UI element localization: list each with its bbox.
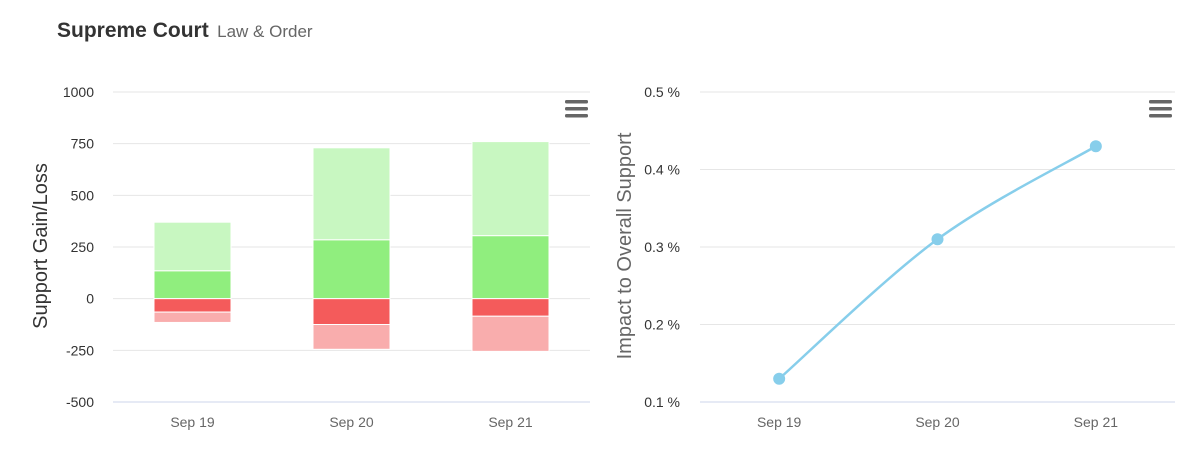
- line-x-tick-label: Sep 19: [757, 414, 802, 430]
- impact-series-line: [778, 145, 1097, 380]
- line-data-point[interactable]: [773, 372, 786, 385]
- line-y-tick-label: 0.4 %: [644, 162, 680, 178]
- line-y-axis-label: Impact to Overall Support: [614, 132, 636, 359]
- bar-segment[interactable]: [153, 298, 232, 313]
- line-y-tick-label: 0.1 %: [644, 394, 680, 410]
- line-y-tick-label: 0.2 %: [644, 317, 680, 333]
- bar-x-tick-label: Sep 19: [170, 414, 215, 430]
- bar-y-tick-label: 1000: [63, 84, 94, 100]
- line-data-point[interactable]: [1089, 140, 1102, 153]
- bar-y-axis-label: Support Gain/Loss: [30, 163, 52, 329]
- bar-y-tick-label: 500: [71, 187, 95, 203]
- line-x-tick-label: Sep 21: [1074, 414, 1119, 430]
- support-bar-chart: -500 -250 0 250 500 750 1000 Sep 19 Sep 20 Sep 2…: [30, 84, 590, 430]
- bar-segment[interactable]: [153, 221, 232, 272]
- bar-segment[interactable]: [153, 270, 232, 300]
- bar-y-tick-label: 250: [71, 239, 95, 255]
- line-chart-menu-icon[interactable]: [1149, 100, 1172, 118]
- bar-segment[interactable]: [471, 315, 550, 352]
- bar-segment[interactable]: [471, 298, 550, 317]
- impact-line-chart: 0.1 % 0.2 % 0.3 % 0.4 % 0.5 % Sep 19 Sep 20 Se…: [614, 84, 1175, 430]
- bar-y-tick-label: 0: [86, 291, 94, 307]
- bar-segment[interactable]: [471, 235, 550, 300]
- bar-segment[interactable]: [153, 311, 232, 323]
- bar-segment[interactable]: [312, 147, 391, 241]
- bar-segment[interactable]: [312, 239, 391, 300]
- bar-segment[interactable]: [471, 141, 550, 237]
- bar-y-tick-label: -250: [66, 342, 94, 358]
- line-x-tick-label: Sep 20: [915, 414, 960, 430]
- bar-y-tick-label: -500: [66, 394, 94, 410]
- chart-header: Supreme Court Law & Order: [57, 19, 313, 43]
- line-y-tick-label: 0.5 %: [644, 84, 680, 100]
- page-title: Supreme Court: [57, 19, 209, 42]
- bar-y-tick-label: 750: [71, 136, 95, 152]
- bar-x-tick-label: Sep 20: [329, 414, 374, 430]
- bar-segment[interactable]: [312, 324, 391, 350]
- bar-x-tick-label: Sep 21: [488, 414, 533, 430]
- bar-chart-menu-icon[interactable]: [565, 100, 588, 118]
- bar-segment[interactable]: [312, 298, 391, 325]
- line-data-point[interactable]: [931, 233, 944, 246]
- page-subtitle: Law & Order: [217, 22, 313, 41]
- line-y-tick-label: 0.3 %: [644, 239, 680, 255]
